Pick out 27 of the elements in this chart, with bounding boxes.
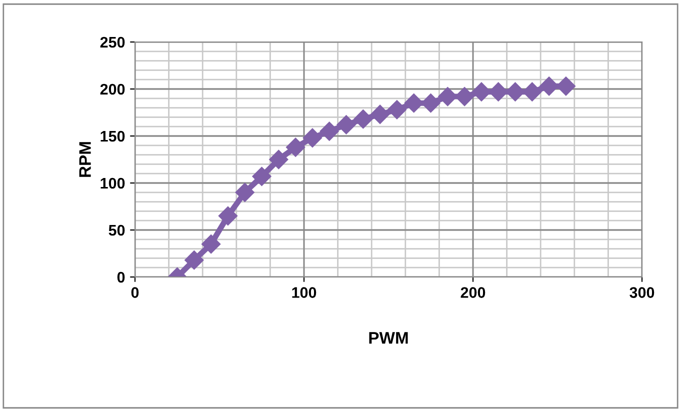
point (387, 100, 406, 120)
y-tick-label: 100 (100, 178, 125, 189)
point (184, 250, 204, 270)
x-axis-title: PWM (369, 332, 408, 344)
x-tick-label: 300 (630, 287, 654, 298)
point (370, 104, 390, 124)
point (286, 138, 306, 157)
y-tick-label: 150 (100, 130, 125, 142)
point (252, 166, 272, 186)
point (354, 110, 373, 129)
point (455, 86, 474, 106)
point (302, 128, 322, 148)
point (218, 206, 238, 226)
y-axis-title: RPM (79, 142, 91, 177)
x-tick-label: 200 (460, 287, 486, 298)
point (269, 150, 288, 170)
point (336, 115, 356, 134)
y-tick-label: 50 (108, 224, 125, 236)
y-tick-label: 250 (100, 36, 125, 48)
x-tick-label: 0 (131, 287, 139, 298)
point (320, 122, 339, 141)
point (235, 182, 254, 202)
point (202, 234, 221, 254)
y-tick-label: 0 (117, 272, 125, 283)
y-tick-label: 200 (100, 84, 125, 95)
x-tick-label: 100 (292, 287, 316, 298)
point (404, 94, 424, 113)
